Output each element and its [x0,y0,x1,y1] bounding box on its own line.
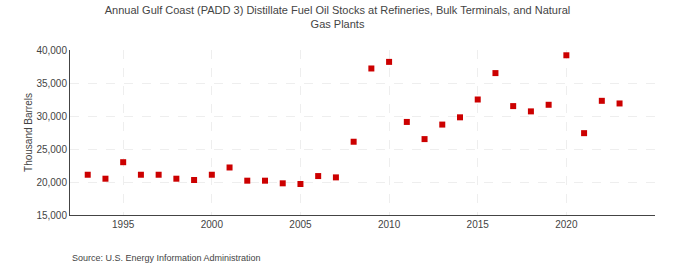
svg-text:Thousand Barrels: Thousand Barrels [23,93,34,172]
svg-text:2015: 2015 [467,219,490,230]
svg-text:15,000: 15,000 [36,210,67,221]
svg-text:30,000: 30,000 [36,111,67,122]
svg-text:Source: U.S. Energy Informatio: Source: U.S. Energy Information Administ… [72,253,261,263]
svg-text:2000: 2000 [201,219,224,230]
svg-text:25,000: 25,000 [36,144,67,155]
svg-text:35,000: 35,000 [36,78,67,89]
svg-text:1995: 1995 [112,219,135,230]
svg-text:2010: 2010 [378,219,401,230]
svg-text:2020: 2020 [555,219,578,230]
svg-text:Annual Gulf Coast (PADD 3) Dis: Annual Gulf Coast (PADD 3) Distillate Fu… [105,4,570,30]
svg-text:20,000: 20,000 [36,177,67,188]
svg-text:40,000: 40,000 [36,45,67,56]
svg-text:2005: 2005 [289,219,312,230]
